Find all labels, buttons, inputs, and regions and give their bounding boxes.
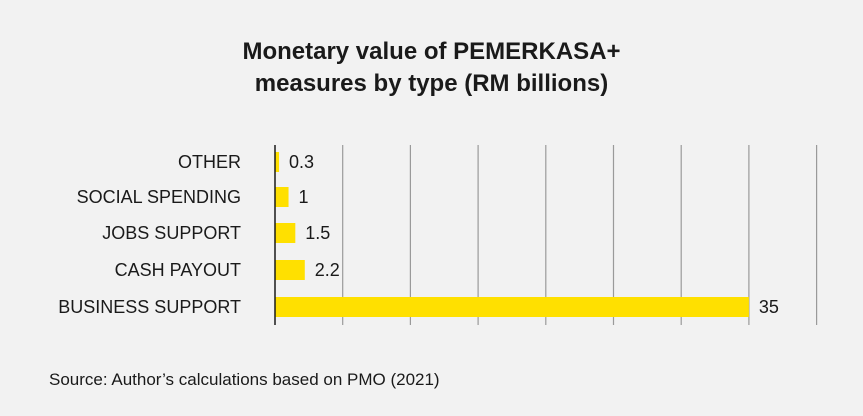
category-label: CASH PAYOUT xyxy=(115,260,241,280)
category-label: JOBS SUPPORT xyxy=(102,223,241,243)
bar xyxy=(275,223,296,243)
category-label: SOCIAL SPENDING xyxy=(77,187,241,207)
value-label: 1.5 xyxy=(305,223,330,243)
category-label: OTHER xyxy=(178,152,241,172)
source-note: Source: Author’s calculations based on P… xyxy=(49,370,440,389)
value-label: 2.2 xyxy=(315,260,340,280)
value-label: 35 xyxy=(759,297,779,317)
value-label: 0.3 xyxy=(289,152,314,172)
bar xyxy=(275,187,289,207)
category-label: BUSINESS SUPPORT xyxy=(58,297,241,317)
bar xyxy=(275,297,749,317)
chart-title: Monetary value of PEMERKASA+ measures by… xyxy=(0,36,863,100)
chart-title-line-2: measures by type (RM billions) xyxy=(254,70,609,97)
bar xyxy=(275,152,280,172)
bar xyxy=(275,260,305,280)
chart-title-line-1: Monetary value of PEMERKASA+ xyxy=(242,38,621,65)
value-label: 1 xyxy=(299,187,309,207)
